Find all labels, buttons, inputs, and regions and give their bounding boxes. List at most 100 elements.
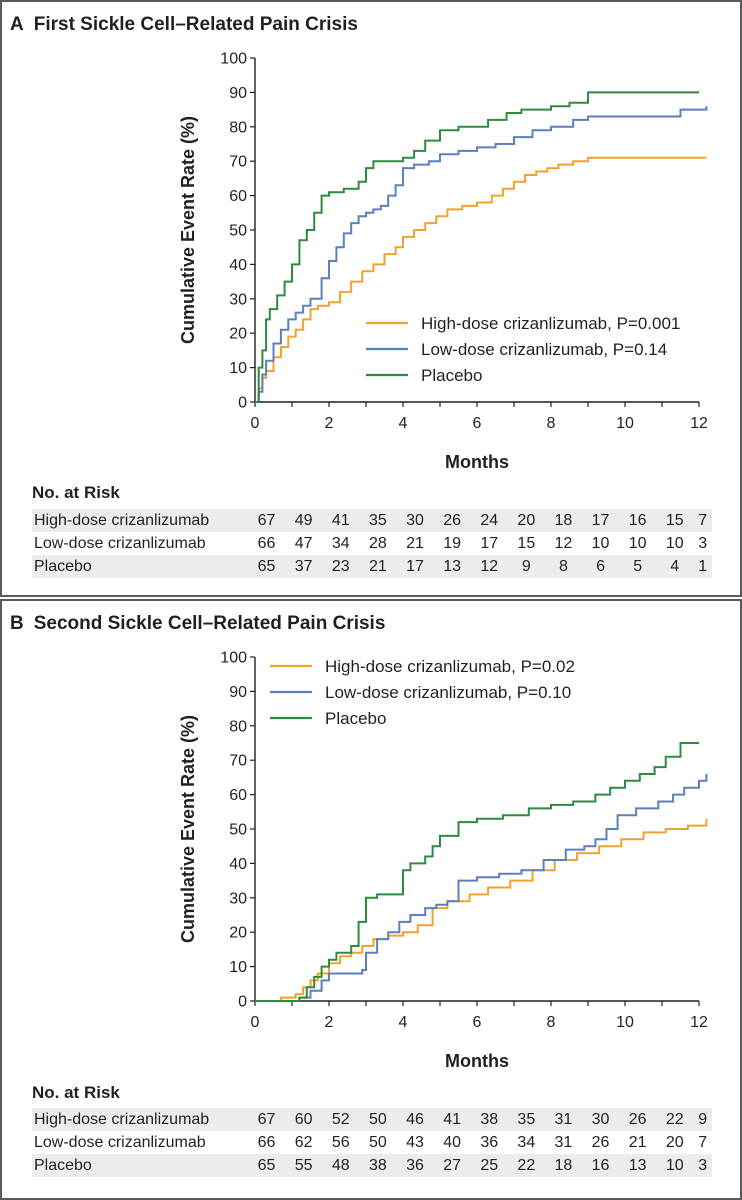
risk-cell: 8 <box>544 555 582 578</box>
risk-cell: 41 <box>322 509 360 532</box>
chart-b-series-low <box>255 774 708 1002</box>
chart-b-y-tick-label: 70 <box>229 753 247 770</box>
risk-cell: 6 <box>581 555 620 578</box>
chart-a-x-tick-label: 10 <box>616 415 634 432</box>
risk-cell: 50 <box>359 1108 397 1131</box>
panel-a: A First Sickle Cell–Related Pain Crisis 0… <box>0 0 742 597</box>
chart-b-y-label: Cumulative Event Rate (%) <box>178 715 198 943</box>
chart-b-x-tick-label: 4 <box>399 1014 408 1031</box>
risk-cell: 17 <box>480 535 499 552</box>
risk-cell: 34 <box>517 1134 536 1151</box>
risk-cell: 25 <box>470 1154 508 1177</box>
risk-cell: 15 <box>656 509 694 532</box>
risk-row: Placebo 65 37 23 21 17 13 12 9 8 6 5 4 1 <box>32 555 712 578</box>
risk-row: Placebo 65 55 48 38 36 27 25 22 18 16 13 10 3 <box>32 1154 712 1177</box>
risk-row: Low-dose crizanlizumab 66 47 34 28 21 19 17 15 12… <box>32 532 712 555</box>
risk-cell: 52 <box>322 1108 360 1131</box>
chart-b-x-label: Months <box>445 1051 509 1071</box>
chart-b-x-tick-label: 2 <box>325 1014 334 1031</box>
risk-cell: 9 <box>507 555 545 578</box>
risk-cell: 67 <box>248 1108 286 1131</box>
chart-b-legend-label-placebo: Placebo <box>325 709 386 728</box>
chart-a-y-tick-label: 40 <box>229 257 247 274</box>
chart-a-legend-label-low: Low-dose crizanlizumab, P=0.14 <box>421 340 667 359</box>
chart-a-x-label: Months <box>445 452 509 472</box>
risk-cell: 34 <box>331 535 350 552</box>
risk-cell: 41 <box>433 1108 471 1131</box>
risk-cell: 24 <box>470 509 508 532</box>
chart-a-x-tick-label: 0 <box>251 415 260 432</box>
risk-b-table: High-dose crizanlizumab 67 60 52 50 46 41 38 35 3… <box>32 1108 712 1177</box>
risk-cell: 10 <box>665 535 684 552</box>
risk-cell: 65 <box>248 1154 286 1177</box>
risk-row: High-dose crizanlizumab 67 49 41 35 30 26 24 20 1… <box>32 509 712 532</box>
chart-a-y-tick-label: 80 <box>229 119 247 136</box>
risk-cell: 31 <box>544 1108 582 1131</box>
panel-b-title: B Second Sickle Cell–Related Pain Crisis <box>10 613 385 635</box>
chart-a-x-tick-label: 12 <box>690 415 708 432</box>
risk-cell: 38 <box>359 1154 397 1177</box>
chart-b-y-tick-label: 100 <box>220 650 247 667</box>
risk-cell: 26 <box>433 509 471 532</box>
risk-cell: 13 <box>619 1154 657 1177</box>
risk-row-label: Placebo <box>32 1154 248 1177</box>
risk-cell: 23 <box>322 555 360 578</box>
chart-b: 0 10 20 30 40 50 60 70 80 90 100 0 2 4 6 8 10 12 Months Cum… <box>178 650 708 1072</box>
chart-a-y-tick-label: 10 <box>229 360 247 377</box>
panel-b-letter: B <box>10 613 24 634</box>
risk-cell: 30 <box>396 509 434 532</box>
risk-cell: 15 <box>517 535 536 552</box>
risk-cell: 30 <box>581 1108 620 1131</box>
chart-a-x-tick-label: 6 <box>473 415 482 432</box>
chart-b-y-tick-label: 20 <box>229 925 247 942</box>
risk-cell: 10 <box>656 1154 694 1177</box>
chart-b-x-tick-label: 12 <box>690 1014 708 1031</box>
chart-a-y-label: Cumulative Event Rate (%) <box>178 116 198 344</box>
chart-a-y-tick-label: 30 <box>229 291 247 308</box>
risk-cell: 35 <box>359 509 397 532</box>
chart-a-legend-label-placebo: Placebo <box>421 366 482 385</box>
risk-cell: 40 <box>443 1134 461 1151</box>
chart-b-y-tick-label: 0 <box>238 994 247 1011</box>
chart-b-legend-label-high: High-dose crizanlizumab, P=0.02 <box>325 657 575 676</box>
risk-cell: 19 <box>443 535 461 552</box>
risk-row-label: High-dose crizanlizumab <box>32 509 248 532</box>
risk-cell: 3 <box>698 535 708 552</box>
risk-row-label: High-dose crizanlizumab <box>32 1108 248 1131</box>
risk-cell: 12 <box>554 535 573 552</box>
risk-cell: 66 <box>257 1134 276 1151</box>
risk-cell: 56 <box>331 1134 350 1151</box>
risk-row-label: Low-dose crizanlizumab <box>34 1134 206 1151</box>
risk-cell: 22 <box>656 1108 694 1131</box>
chart-a-y-tick-label: 70 <box>229 154 247 171</box>
risk-a-table: High-dose crizanlizumab 67 49 41 35 30 26 24 20 1… <box>32 509 712 578</box>
risk-cell: 3 <box>693 1154 712 1177</box>
chart-b-y-tick-label: 10 <box>229 959 247 976</box>
chart-a-x-tick-label: 4 <box>399 415 408 432</box>
risk-cell: 43 <box>406 1134 424 1151</box>
risk-a-header: No. at Risk <box>32 483 120 502</box>
chart-a-x-tick-label: 2 <box>325 415 334 432</box>
chart-a-y-tick-label: 100 <box>220 51 247 68</box>
risk-cell: 31 <box>554 1134 573 1151</box>
chart-b-y-tick-label: 40 <box>229 856 247 873</box>
risk-cell: 16 <box>619 509 657 532</box>
chart-b-y-tick-label: 50 <box>229 822 247 839</box>
risk-row-label: Low-dose crizanlizumab <box>34 535 206 552</box>
chart-b-y-tick-label: 30 <box>229 890 247 907</box>
chart-a-series-placebo <box>255 91 699 403</box>
chart-b-x-tick-label: 10 <box>616 1014 634 1031</box>
risk-b-header: No. at Risk <box>32 1083 120 1102</box>
risk-cell: 1 <box>693 555 712 578</box>
risk-cell: 47 <box>294 535 313 552</box>
chart-a-legend-label-high: High-dose crizanlizumab, P=0.001 <box>421 314 680 333</box>
chart-b-legend-label-low: Low-dose crizanlizumab, P=0.10 <box>325 683 571 702</box>
chart-b-x-tick-label: 8 <box>547 1014 556 1031</box>
risk-cell: 10 <box>591 535 610 552</box>
chart-a-y-tick-label: 60 <box>229 188 247 205</box>
chart-b-y-tick-label: 80 <box>229 718 247 735</box>
risk-cell: 7 <box>698 1134 708 1151</box>
risk-row: Low-dose crizanlizumab 66 62 56 50 43 40 36 34 31… <box>32 1131 712 1154</box>
risk-cell: 49 <box>285 509 323 532</box>
risk-cell: 9 <box>693 1108 712 1131</box>
